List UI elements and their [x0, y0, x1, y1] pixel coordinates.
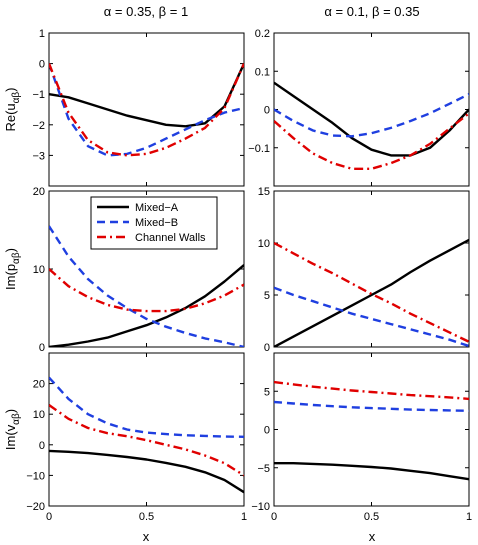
series-line-mixed-a: [274, 81, 469, 157]
ylabel-close: ): [3, 409, 18, 413]
y-tick-label: 0: [39, 59, 45, 71]
x-tick-label: 0: [271, 511, 277, 523]
y-tick-label: 0: [264, 342, 270, 354]
ylabel-subscript: αβ: [11, 252, 22, 264]
y-tick-label: 0: [264, 425, 270, 437]
column-title-right: α = 0.1, β = 0.35: [324, 4, 419, 19]
y-tick-label: 10: [258, 238, 270, 250]
ylabel-base: Im(v: [3, 424, 18, 450]
row-ylabels: Re(uαβ)Im(pαβ)Im(vαβ): [3, 87, 22, 450]
x-tick-label: 1: [466, 511, 472, 523]
series-line-mixed-a: [49, 264, 244, 347]
y-tick-label: 0: [39, 342, 45, 354]
series-line-channel-walls: [49, 268, 244, 313]
row-ylabel: Im(pαβ): [3, 248, 22, 290]
y-tick-label: 10: [33, 409, 45, 421]
series-line-channel-walls: [274, 112, 469, 171]
panel-im-v-a035-b1: −20 −10 0 10 20 0 0.5 1: [26, 352, 247, 523]
y-tick-label: 10: [33, 264, 45, 276]
column-title-left: α = 0.35, β = 1: [104, 4, 188, 19]
y-tick-label: 0.1: [255, 66, 270, 78]
axes-frame: [48, 352, 245, 507]
x-tick-label: 1: [241, 511, 247, 523]
ylabel-subscript: αβ: [11, 92, 22, 104]
ylabel-close: ): [3, 248, 18, 252]
series-line-mixed-b: [49, 63, 244, 157]
xlabel-right: x: [369, 529, 376, 544]
y-tick-label: 20: [33, 186, 45, 198]
axes-frame: [273, 352, 470, 507]
y-tick-label: −20: [26, 501, 45, 513]
series-line-mixed-b: [274, 286, 469, 347]
series-line-mixed-a: [49, 449, 244, 494]
panel-im-v-a01-b035: −10 −5 0 5 0 0.5 1: [251, 352, 472, 523]
y-tick-label: −10: [26, 470, 45, 482]
panels: −3−2−101−0.100.10.201020051015−20−100102…: [26, 28, 472, 523]
row-ylabel: Re(uαβ): [3, 87, 22, 131]
panel-im-p-a01-b035: 0 5 10 15: [258, 186, 470, 354]
panel-re-u-a01-b035: −0.1 0 0.1 0.2: [248, 28, 470, 187]
series-line-mixed-a: [274, 462, 469, 481]
y-tick-label: −2: [32, 120, 45, 132]
series-line-mixed-b: [49, 225, 244, 347]
y-tick-label: −10: [251, 501, 270, 513]
ylabel-close: ): [3, 87, 18, 91]
legend-label: Mixed−A: [135, 202, 179, 214]
series-line-mixed-b: [274, 400, 469, 412]
legend-label: Channel Walls: [135, 232, 206, 244]
y-tick-label: −3: [32, 150, 45, 162]
ylabel-subscript: αβ: [11, 413, 22, 425]
y-tick-label: −1: [32, 89, 45, 101]
y-tick-label: −5: [257, 463, 270, 475]
x-tick-label: 0.5: [364, 511, 379, 523]
y-tick-label: 1: [39, 28, 45, 40]
y-tick-label: 0: [264, 105, 270, 117]
series-line-channel-walls: [49, 63, 244, 157]
y-tick-label: 0.2: [255, 28, 270, 40]
y-tick-label: 20: [33, 379, 45, 391]
x-tick-label: 0: [46, 511, 52, 523]
column-titles: α = 0.35, β = 1 α = 0.1, β = 0.35: [104, 4, 420, 19]
legend: Mixed−A Mixed−B Channel Walls: [90, 196, 218, 250]
y-tick-label: 0: [39, 440, 45, 452]
xlabel-left: x: [143, 529, 150, 544]
ylabel-base: Re(u: [3, 103, 18, 131]
series-line-mixed-b: [49, 376, 244, 438]
series-line-channel-walls: [49, 404, 244, 477]
y-tick-label: −0.1: [248, 143, 270, 155]
y-tick-label: 15: [258, 186, 270, 198]
series-line-mixed-b: [274, 93, 469, 138]
y-tick-label: 5: [264, 386, 270, 398]
axes-frame: [48, 32, 245, 187]
series-line-channel-walls: [274, 380, 469, 401]
y-tick-label: 5: [264, 290, 270, 302]
panel-re-u-a035-b1: −3 −2 −1 0 1: [32, 28, 245, 187]
row-ylabel: Im(vαβ): [3, 409, 22, 450]
series-line-mixed-a: [274, 238, 469, 347]
xlabels: x x: [143, 529, 376, 544]
legend-label: Mixed−B: [135, 217, 178, 229]
axes-frame: [273, 190, 470, 348]
ylabel-base: Im(p: [3, 264, 18, 290]
x-tick-label: 0.5: [139, 511, 154, 523]
